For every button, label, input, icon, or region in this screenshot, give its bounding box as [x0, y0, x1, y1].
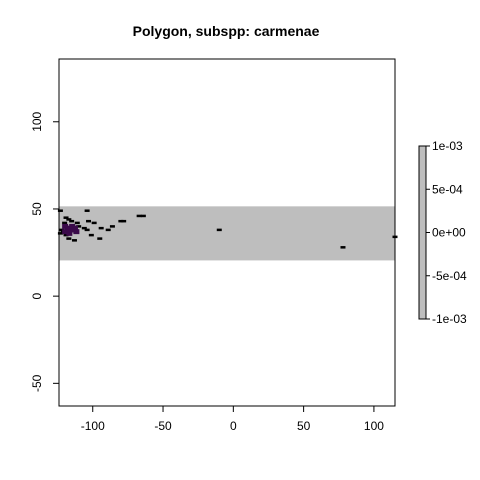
raster-cell — [88, 233, 94, 237]
raster-cell — [216, 228, 222, 232]
legend: 1e-03 5e-04 0e+00 -5e-04 -1e-03 — [418, 139, 467, 326]
raster-cell — [57, 209, 63, 212]
raster-cell — [63, 216, 69, 219]
legend-label: 5e-04 — [432, 182, 463, 196]
y-tick-label: -50 — [30, 374, 44, 392]
raster-cell — [66, 218, 72, 221]
legend-label: 1e-03 — [432, 139, 463, 153]
y-tick-label: 100 — [30, 111, 44, 131]
legend-bar — [419, 146, 426, 319]
raster-cell-purple — [69, 223, 76, 229]
raster-cell — [340, 246, 346, 249]
raster-cell-purple — [66, 230, 73, 236]
y-tick-label: 0 — [30, 292, 44, 299]
raster-cell-purple — [73, 229, 80, 235]
legend-label: -1e-03 — [432, 312, 467, 326]
raster-cell — [69, 219, 75, 223]
chart-title: Polygon, subspp: carmenae — [133, 23, 320, 39]
raster-cell-purple — [62, 229, 69, 235]
x-tick-label: 100 — [364, 419, 384, 433]
x-tick-label: 0 — [230, 419, 237, 433]
raster-cell — [136, 214, 142, 218]
raster-cell — [81, 226, 87, 230]
raster-cell — [76, 225, 82, 228]
raster-cell — [98, 226, 104, 230]
x-tick-label: -50 — [154, 419, 172, 433]
raster-cell — [62, 221, 68, 225]
legend-label: -5e-04 — [432, 269, 467, 283]
raster-cell — [66, 237, 72, 240]
y-tick-label: 50 — [30, 202, 44, 216]
legend-label: 0e+00 — [432, 226, 466, 240]
raster-cell — [105, 228, 111, 232]
raster-cell — [97, 237, 103, 240]
raster-cell — [59, 228, 65, 232]
raster-cell — [118, 219, 124, 223]
raster-cell — [91, 221, 97, 225]
x-tick-label: 50 — [297, 419, 311, 433]
raster-cell — [74, 221, 80, 225]
raster-cell — [84, 228, 90, 232]
raster-cell — [121, 219, 127, 223]
raster-cell — [140, 214, 146, 218]
raster-cell — [86, 219, 92, 223]
plot-area — [57, 206, 398, 261]
raster-cell — [109, 225, 115, 228]
background-band — [59, 206, 395, 261]
plot-frame — [58, 58, 396, 407]
raster-cell — [84, 209, 90, 212]
axes: -100 -50 0 50 100 -50 0 50 100 — [30, 58, 396, 433]
raster-cell — [63, 233, 69, 237]
x-tick-label: -100 — [81, 419, 105, 433]
raster-cell — [71, 239, 77, 242]
raster-cell — [57, 232, 63, 235]
